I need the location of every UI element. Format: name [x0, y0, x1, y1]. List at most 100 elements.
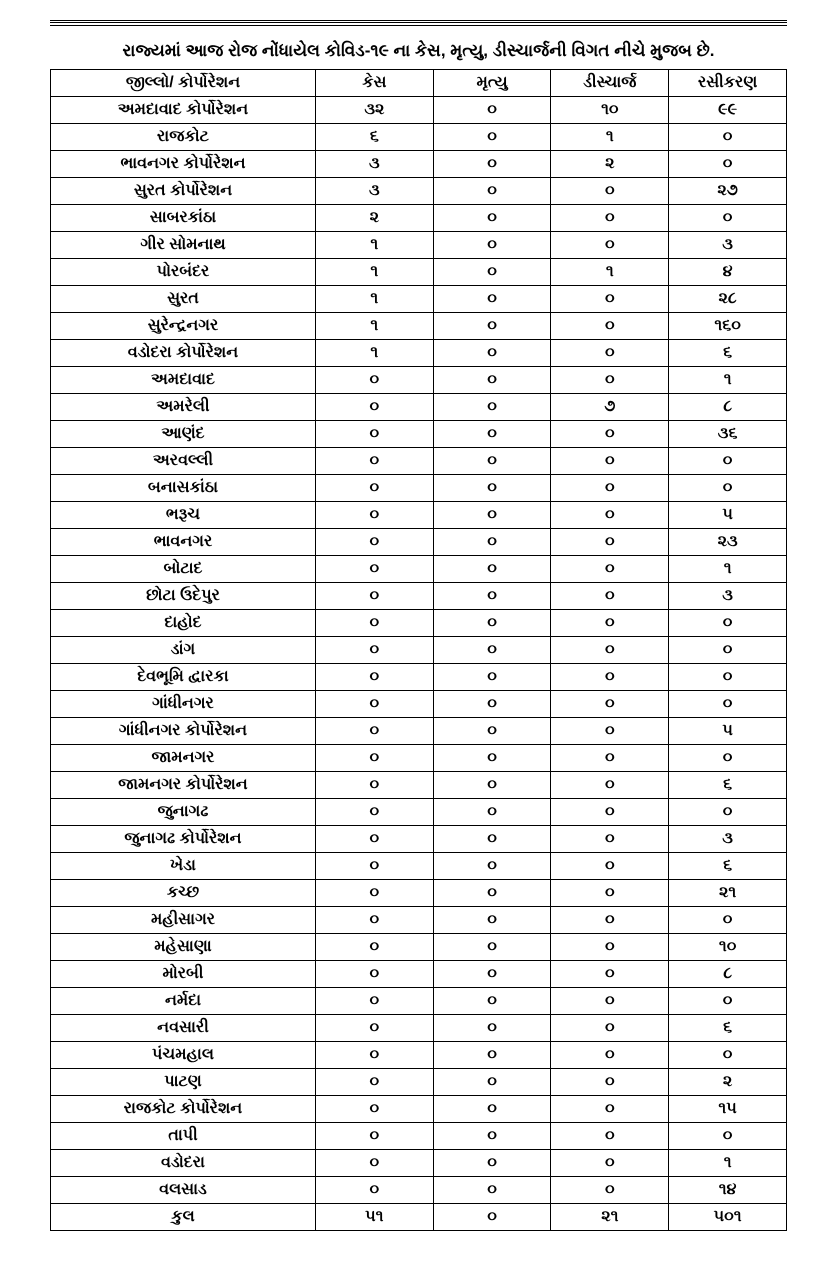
table-cell: કુલ: [51, 1204, 316, 1231]
table-cell: ૦: [315, 799, 433, 826]
table-cell: ૦: [433, 880, 551, 907]
table-cell: રાજકોટ કોર્પોરેશન: [51, 1096, 316, 1123]
table-cell: ૦: [551, 961, 669, 988]
table-cell: ૦: [551, 880, 669, 907]
table-cell: ૦: [433, 934, 551, 961]
header-discharge: ડીસ્ચાર્જ: [551, 70, 669, 97]
table-cell: ૦: [669, 610, 787, 637]
table-cell: ૦: [669, 907, 787, 934]
table-cell: મહેસાણા: [51, 934, 316, 961]
table-cell: ૧: [315, 313, 433, 340]
table-cell: જામનગર કોર્પોરેશન: [51, 772, 316, 799]
table-cell: ૦: [433, 610, 551, 637]
table-cell: ૦: [315, 637, 433, 664]
table-cell: ૧૪: [669, 1177, 787, 1204]
table-row: તાપી૦૦૦૦: [51, 1123, 787, 1150]
table-cell: ૩: [669, 826, 787, 853]
table-cell: ૦: [669, 637, 787, 664]
table-row: ખેડા૦૦૦૬: [51, 853, 787, 880]
table-cell: ૦: [551, 664, 669, 691]
table-row: દેવભૂમિ દ્વારકા૦૦૦૦: [51, 664, 787, 691]
table-cell: ૦: [433, 556, 551, 583]
table-cell: ૦: [551, 475, 669, 502]
table-cell: ૦: [551, 205, 669, 232]
table-cell: ૦: [669, 745, 787, 772]
table-cell: ૦: [551, 1177, 669, 1204]
table-row: ગાંધીનગર કોર્પોરેશન૦૦૦૫: [51, 718, 787, 745]
table-header-row: જીલ્લો/ કોર્પોરેશન કેસ મૃત્યુ ડીસ્ચાર્જ …: [51, 70, 787, 97]
table-cell: ૦: [315, 1069, 433, 1096]
table-row: ભાવનગર૦૦૦૨૩: [51, 529, 787, 556]
table-cell: ૦: [669, 691, 787, 718]
table-cell: ૦: [433, 475, 551, 502]
table-cell: પંચમહાલ: [51, 1042, 316, 1069]
table-cell: ૦: [433, 1069, 551, 1096]
table-row: મહેસાણા૦૦૦૧૦: [51, 934, 787, 961]
table-cell: ૦: [551, 178, 669, 205]
table-cell: ૦: [551, 1042, 669, 1069]
table-cell: ૧: [315, 232, 433, 259]
table-cell: ૩: [315, 178, 433, 205]
table-row: નર્મદા૦૦૦૦: [51, 988, 787, 1015]
table-cell: ૦: [551, 826, 669, 853]
table-cell: સુરત કોર્પોરેશન: [51, 178, 316, 205]
table-cell: અમરેલી: [51, 394, 316, 421]
table-cell: સુરત: [51, 286, 316, 313]
table-cell: બનાસકાંઠા: [51, 475, 316, 502]
table-cell: ૦: [551, 1096, 669, 1123]
table-cell: ૦: [669, 1123, 787, 1150]
table-cell: ૦: [433, 313, 551, 340]
table-cell: ૦: [315, 880, 433, 907]
table-cell: નર્મદા: [51, 988, 316, 1015]
table-cell: ૦: [551, 529, 669, 556]
table-row: વડોદરા૦૦૦૧: [51, 1150, 787, 1177]
table-cell: ડાંગ: [51, 637, 316, 664]
table-row: બનાસકાંઠા૦૦૦૦: [51, 475, 787, 502]
table-cell: ૦: [315, 529, 433, 556]
table-cell: કચ્છ: [51, 880, 316, 907]
header-vaccination: રસીકરણ: [669, 70, 787, 97]
table-cell: પોરબંદર: [51, 259, 316, 286]
table-cell: ૩૬: [669, 421, 787, 448]
table-cell: ૦: [669, 448, 787, 475]
table-cell: ૦: [315, 1150, 433, 1177]
table-cell: ૨: [551, 151, 669, 178]
table-cell: ૦: [551, 313, 669, 340]
table-cell: ૦: [669, 799, 787, 826]
table-cell: ૫૧: [315, 1204, 433, 1231]
table-cell: ૦: [315, 502, 433, 529]
table-cell: ૨૭: [669, 178, 787, 205]
table-cell: ૩: [669, 583, 787, 610]
covid-data-table: જીલ્લો/ કોર્પોરેશન કેસ મૃત્યુ ડીસ્ચાર્જ …: [50, 69, 787, 1231]
table-cell: ૧: [315, 340, 433, 367]
table-row: ભરૂચ૦૦૦૫: [51, 502, 787, 529]
table-cell: અમદાવાદ કોર્પોરેશન: [51, 97, 316, 124]
table-cell: ૦: [315, 772, 433, 799]
table-row: પોરબંદર૧૦૧૪: [51, 259, 787, 286]
table-cell: ૩: [315, 151, 433, 178]
table-cell: ૧: [669, 1150, 787, 1177]
table-cell: ગાંધીનગર કોર્પોરેશન: [51, 718, 316, 745]
table-cell: વડોદરા કોર્પોરેશન: [51, 340, 316, 367]
table-cell: સાબરકાંઠા: [51, 205, 316, 232]
table-row: પાટણ૦૦૦૨: [51, 1069, 787, 1096]
table-cell: વલસાડ: [51, 1177, 316, 1204]
table-cell: મહીસાગર: [51, 907, 316, 934]
table-cell: ૦: [551, 286, 669, 313]
table-cell: ૧: [315, 286, 433, 313]
table-cell: ૧૫: [669, 1096, 787, 1123]
table-cell: ૦: [433, 529, 551, 556]
table-cell: ૦: [433, 232, 551, 259]
table-row: અમદાવાદ કોર્પોરેશન૩૨૦૧૦૯૯: [51, 97, 787, 124]
table-row: અમરેલી૦૦૭૮: [51, 394, 787, 421]
table-cell: ૦: [433, 394, 551, 421]
header-cases: કેસ: [315, 70, 433, 97]
table-cell: ૦: [551, 340, 669, 367]
table-cell: જામનગર: [51, 745, 316, 772]
table-cell: જુનાગઢ કોર્પોરેશન: [51, 826, 316, 853]
table-cell: છોટા ઉદેપુર: [51, 583, 316, 610]
table-cell: ૦: [315, 448, 433, 475]
table-cell: ૨: [669, 1069, 787, 1096]
table-cell: બોટાદ: [51, 556, 316, 583]
table-cell: આણંદ: [51, 421, 316, 448]
